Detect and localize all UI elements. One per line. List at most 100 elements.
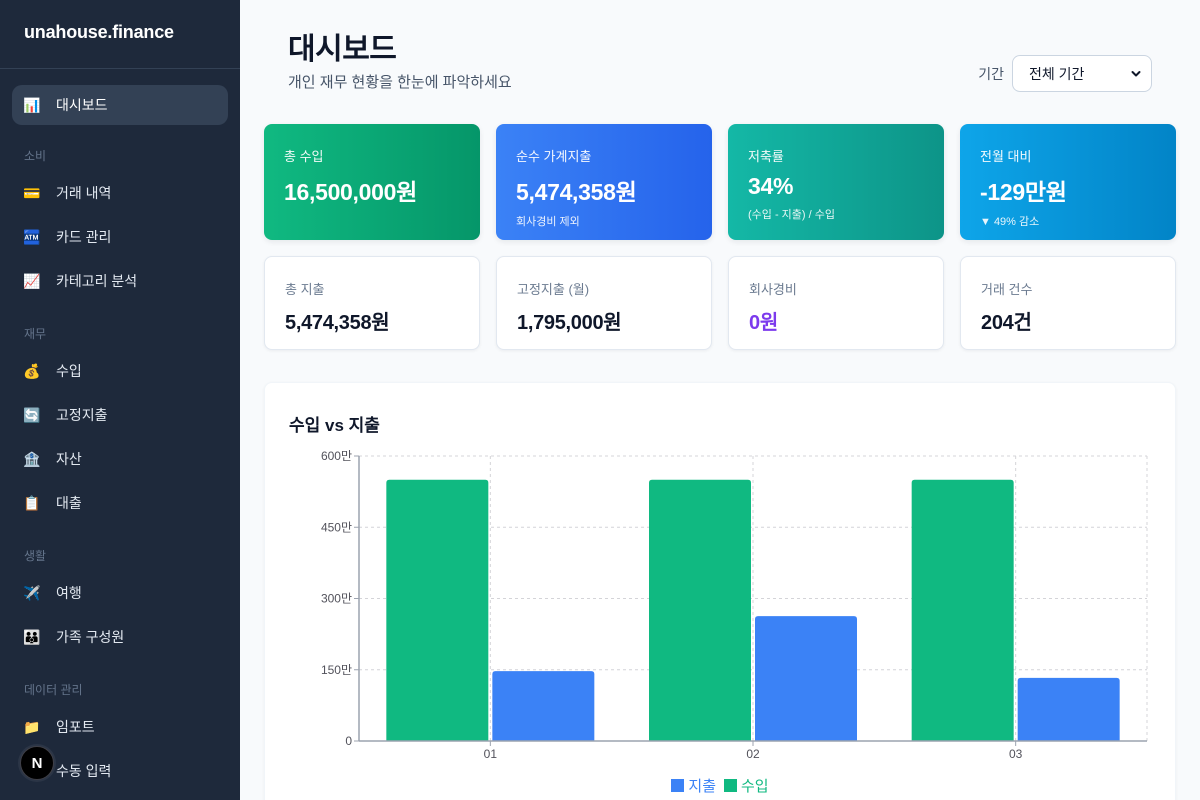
sidebar-nav: 📊 대시보드 소비 💳 거래 내역 🏧 카드 관리 📈 카테고리 분석 재무 💰… xyxy=(0,69,240,793)
sidebar-item-label: 대출 xyxy=(56,495,82,511)
company-expense-card: 회사경비 0원 xyxy=(728,256,944,350)
legend-label: 수입 xyxy=(741,778,769,795)
x-tick-label: 03 xyxy=(1009,747,1023,761)
legend-label: 지출 xyxy=(688,778,716,795)
sidebar-item-dashboard[interactable]: 📊 대시보드 xyxy=(12,85,228,125)
sidebar-item-fixed-expenses[interactable]: 🔄 고정지출 xyxy=(12,393,228,437)
bar-income[interactable] xyxy=(649,479,751,741)
bar-expense[interactable] xyxy=(755,616,857,741)
card-value: -129만원 xyxy=(980,179,1067,205)
sidebar-item-loans[interactable]: 📋 대출 xyxy=(12,481,228,525)
section-data-management: 데이터 관리 xyxy=(24,683,83,697)
brand-logo[interactable]: unahouse.finance xyxy=(0,0,240,69)
total-income-card: 총 수입 16,500,000원 xyxy=(264,124,480,240)
bar-chart-icon: 📊 xyxy=(23,97,41,113)
card-label: 거래 건수 xyxy=(981,282,1033,297)
card-label: 총 수입 xyxy=(284,149,324,164)
sidebar-item-label: 카드 관리 xyxy=(56,229,112,245)
section-life: 생활 xyxy=(24,549,47,563)
period-label: 기간 xyxy=(978,65,1004,82)
bar-expense[interactable] xyxy=(492,671,595,741)
y-tick-label: 600만 xyxy=(321,449,352,463)
y-tick-label: 0 xyxy=(345,734,352,748)
period-select[interactable]: 전체 기간 xyxy=(1012,55,1152,92)
section-finance: 재무 xyxy=(24,327,47,341)
sidebar-item-label: 자산 xyxy=(56,451,82,467)
card-value: 5,474,358원 xyxy=(285,312,390,334)
chart-legend: 지출 수입 xyxy=(265,775,1175,796)
card-sub: (수입 - 지출) / 수입 xyxy=(748,209,835,221)
month-over-month-card: 전월 대비 -129만원 ▼ 49% 감소 xyxy=(960,124,1176,240)
sidebar-item-label: 수입 xyxy=(56,363,82,379)
sidebar-item-label: 카테고리 분석 xyxy=(56,273,138,289)
page-title: 대시보드 xyxy=(288,33,397,66)
card-label: 순수 가계지출 xyxy=(516,149,592,164)
sidebar-item-import[interactable]: 📁 임포트 xyxy=(12,705,228,749)
sidebar-item-category-analysis[interactable]: 📈 카테고리 분석 xyxy=(12,259,228,303)
card-value: 0원 xyxy=(749,312,778,334)
sidebar-item-label: 수동 입력 xyxy=(56,763,112,779)
bar-income[interactable] xyxy=(386,479,489,741)
sidebar-item-income[interactable]: 💰 수입 xyxy=(12,349,228,393)
sidebar-item-label: 거래 내역 xyxy=(56,185,112,201)
sidebar-item-label: 임포트 xyxy=(56,719,95,735)
income-vs-expense-chart: 수입 vs 지출 0 150만 300만 450만 600만 01 02 03 지출 수입 xyxy=(264,382,1176,800)
fixed-expense-card: 고정지출 (월) 1,795,000원 xyxy=(496,256,712,350)
atm-icon: 🏧 xyxy=(23,229,41,245)
summary-row: 총 수입 16,500,000원 순수 가계지출 5,474,358원 회사경비… xyxy=(264,124,1176,240)
card-value: 34% xyxy=(748,173,794,199)
sidebar-item-travel[interactable]: ✈️ 여행 xyxy=(12,571,228,615)
card-label: 회사경비 xyxy=(749,282,797,297)
card-value: 204건 xyxy=(981,312,1032,334)
section-spending: 소비 xyxy=(24,149,47,163)
sidebar-item-label: 대시보드 xyxy=(56,97,108,113)
x-tick-label: 02 xyxy=(746,747,760,761)
bank-icon: 🏦 xyxy=(23,451,41,467)
folder-icon: 📁 xyxy=(23,719,41,735)
period-select-value: 전체 기간 xyxy=(1029,65,1085,82)
card-label: 총 지출 xyxy=(285,282,325,297)
sidebar-item-label: 가족 구성원 xyxy=(56,629,125,645)
x-tick-label: 01 xyxy=(484,747,498,761)
card-label: 고정지출 (월) xyxy=(517,282,590,297)
card-value: 1,795,000원 xyxy=(517,312,622,334)
summary-cards: 총 수입 16,500,000원 순수 가계지출 5,474,358원 회사경비… xyxy=(264,124,1176,366)
airplane-icon: ✈️ xyxy=(23,585,41,601)
sidebar: unahouse.finance 📊 대시보드 소비 💳 거래 내역 🏧 카드 … xyxy=(0,0,240,800)
legend-swatch-icon xyxy=(724,779,737,792)
trend-chart-icon: 📈 xyxy=(23,273,41,289)
chevron-down-icon xyxy=(1131,70,1141,76)
total-expense-card: 총 지출 5,474,358원 xyxy=(264,256,480,350)
bar-expense[interactable] xyxy=(1017,677,1120,741)
sidebar-item-family[interactable]: 👪 가족 구성원 xyxy=(12,615,228,659)
clipboard-icon: 📋 xyxy=(23,495,41,511)
card-value: 5,474,358원 xyxy=(516,179,637,205)
y-tick-label: 300만 xyxy=(321,592,352,606)
sidebar-item-transactions[interactable]: 💳 거래 내역 xyxy=(12,171,228,215)
family-icon: 👪 xyxy=(23,629,41,645)
dev-tools-badge[interactable]: N xyxy=(20,746,54,780)
page-subtitle: 개인 재무 현황을 한눈에 파악하세요 xyxy=(288,74,512,91)
money-bag-icon: 💰 xyxy=(23,363,41,379)
legend-item[interactable]: 지출 xyxy=(671,775,716,796)
transaction-count-card: 거래 건수 204건 xyxy=(960,256,1176,350)
refresh-icon: 🔄 xyxy=(23,407,41,423)
y-tick-label: 450만 xyxy=(321,520,352,534)
legend-swatch-icon xyxy=(671,779,685,792)
net-household-expense-card: 순수 가계지출 5,474,358원 회사경비 제외 xyxy=(496,124,712,240)
y-tick-label: 150만 xyxy=(321,663,352,677)
card-sub: ▼ 49% 감소 xyxy=(980,216,1040,228)
sidebar-item-cards[interactable]: 🏧 카드 관리 xyxy=(12,215,228,259)
bar-income[interactable] xyxy=(911,479,1014,741)
chart-title: 수입 vs 지출 xyxy=(289,416,380,435)
sidebar-item-label: 여행 xyxy=(56,585,82,601)
legend-item[interactable]: 수입 xyxy=(724,775,769,796)
card-label: 저축률 xyxy=(748,149,784,164)
card-label: 전월 대비 xyxy=(980,149,1032,164)
period-filter: 기간 전체 기간 xyxy=(978,55,1152,92)
credit-card-icon: 💳 xyxy=(23,185,41,201)
sidebar-item-assets[interactable]: 🏦 자산 xyxy=(12,437,228,481)
card-value: 16,500,000원 xyxy=(284,179,417,205)
stat-row: 총 지출 5,474,358원 고정지출 (월) 1,795,000원 회사경비… xyxy=(264,256,1176,350)
bar-chart: 0 150만 300만 450만 600만 01 02 03 xyxy=(321,449,1148,761)
